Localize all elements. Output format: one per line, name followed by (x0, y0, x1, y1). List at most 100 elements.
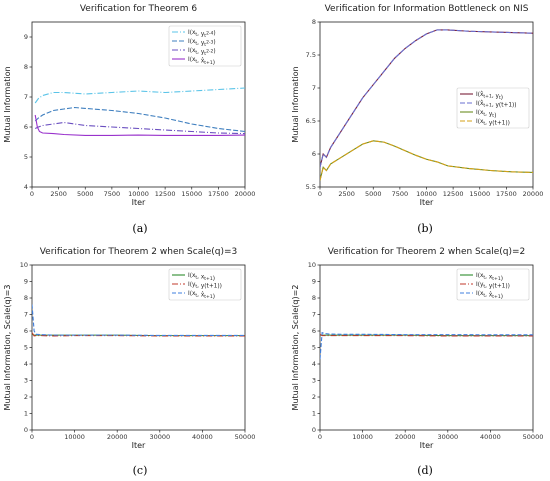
x-tick-label: 40000 (192, 433, 213, 441)
series-line-2 (320, 333, 533, 337)
x-axis-label: Iter (132, 441, 146, 450)
x-tick-label: 5000 (77, 190, 94, 198)
series-line-2 (320, 29, 533, 168)
y-tick-label: 0 (24, 426, 28, 434)
y-tick-label: 7.5 (306, 51, 316, 59)
y-tick-label: 9 (312, 278, 316, 286)
legend-label: I(xt, yt) (476, 110, 496, 119)
legend-box (168, 268, 242, 301)
legend-label: I(xt, xt+1) (188, 273, 215, 282)
x-tick-label: 50000 (235, 433, 256, 441)
x-axis-label: Iter (132, 198, 146, 207)
panel-caption: (d) (417, 464, 433, 477)
x-tick-label: 20000 (523, 190, 544, 198)
x-tick-label: 30000 (437, 433, 458, 441)
y-tick-label: 4 (24, 360, 28, 368)
legend-label: I(x̂t+1, y(t+1)) (476, 101, 517, 109)
x-tick-label: 50000 (523, 433, 544, 441)
series-line-3 (320, 140, 533, 181)
series-line-4 (320, 140, 533, 181)
legend-label: I(xt, x̂t+1) (188, 291, 215, 300)
series-group (320, 29, 533, 181)
x-tick-label: 0 (318, 433, 322, 441)
y-tick-label: 6 (312, 150, 316, 158)
chart-title: Verification for Theorem 2 when Scale(q)… (40, 247, 238, 257)
chart-title: Verification for Theorem 2 when Scale(q)… (328, 247, 526, 257)
x-tick-label: 15000 (469, 190, 490, 198)
x-tick-label: 17500 (496, 190, 517, 198)
y-tick-label: 1 (24, 410, 28, 418)
panel-caption: (b) (417, 222, 433, 235)
legend-label: I(xt, xt+1) (476, 273, 503, 282)
chart-title: Verification for Information Bottleneck … (325, 4, 529, 14)
series-line-1 (34, 87, 245, 104)
x-tick-label: 0 (30, 433, 34, 441)
x-tick-label: 7500 (392, 190, 409, 198)
x-tick-label: 10000 (128, 190, 149, 198)
x-tick-label: 0 (318, 190, 322, 198)
legend-label: I(x̂t+1, yt) (476, 92, 503, 101)
y-tick-label: 0 (312, 426, 316, 434)
y-tick-label: 2 (24, 393, 28, 401)
x-tick-label: 12500 (155, 190, 176, 198)
legend-label: I(xt, y(t+1)) (476, 119, 510, 127)
series-group (32, 304, 245, 337)
legend: I(xt, xt+1)I(yt, y(t+1))I(xt, x̂t+1) (456, 268, 530, 301)
chart-title: Verification for Theorem 6 (80, 4, 198, 14)
y-axis-label: Mutual Information (291, 66, 300, 142)
legend-label: I(xt, yt2-2) (188, 48, 216, 57)
y-axis-label: Mutual Information, Scale(q)=2 (291, 285, 300, 411)
x-tick-label: 0 (30, 190, 34, 198)
y-tick-label: 5 (312, 344, 316, 352)
y-tick-label: 7 (312, 311, 316, 319)
series-line-4 (34, 114, 245, 136)
y-tick-label: 8 (312, 294, 316, 302)
legend-label: I(yt, y(t+1)) (188, 282, 222, 290)
legend-box (168, 25, 242, 67)
x-tick-label: 30000 (149, 433, 170, 441)
y-tick-label: 6.5 (306, 117, 316, 125)
chart-panel-c: Verification for Theorem 2 when Scale(q)… (3, 247, 255, 477)
series-line-2 (34, 106, 245, 133)
x-tick-label: 2500 (50, 190, 67, 198)
x-tick-label: 15000 (181, 190, 202, 198)
legend-label: I(yt, y(t+1)) (476, 282, 510, 290)
y-axis-label: Mutual Information, Scale(q)=3 (3, 285, 12, 411)
legend-label: I(xt, x̂t+1) (476, 291, 503, 300)
y-tick-label: 9 (24, 33, 28, 41)
x-tick-label: 10000 (352, 433, 373, 441)
panel-caption: (c) (133, 464, 148, 477)
x-tick-label: 20000 (395, 433, 416, 441)
y-tick-label: 6 (312, 327, 316, 335)
y-tick-label: 10 (20, 261, 28, 269)
x-tick-label: 5000 (365, 190, 382, 198)
series-line-2 (32, 332, 245, 337)
y-tick-label: 5 (24, 344, 28, 352)
series-line-3 (320, 331, 533, 360)
y-tick-label: 10 (308, 261, 316, 269)
y-tick-label: 2 (312, 393, 316, 401)
y-tick-label: 4 (24, 183, 28, 191)
y-tick-label: 8 (24, 294, 28, 302)
y-tick-label: 3 (312, 377, 316, 385)
y-tick-label: 6 (24, 327, 28, 335)
legend: I(xt, yt2-4)I(xt, yt2-3)I(xt, yt2-2)I(xt… (168, 25, 242, 67)
y-tick-label: 8 (312, 18, 316, 26)
y-tick-label: 7 (312, 84, 316, 92)
x-tick-label: 2500 (338, 190, 355, 198)
y-tick-label: 1 (312, 410, 316, 418)
y-tick-label: 4 (312, 360, 316, 368)
legend-label: I(xt, yt2-3) (188, 39, 216, 48)
chart-panel-b: Verification for Information Bottleneck … (291, 4, 543, 235)
legend-label: I(xt, yt2-4) (188, 30, 216, 39)
y-tick-label: 6 (24, 123, 28, 131)
y-tick-label: 5.5 (306, 183, 316, 191)
chart-panel-a: Verification for Theorem 6 4 5 6 7 8 9 0 2500 500… (3, 4, 255, 235)
x-axis-label: Iter (420, 441, 434, 450)
x-tick-label: 20000 (107, 433, 128, 441)
legend: I(x̂t+1, yt)I(x̂t+1, y(t+1))I(xt, yt)I(x… (456, 87, 530, 129)
x-tick-label: 17500 (208, 190, 229, 198)
y-tick-label: 3 (24, 377, 28, 385)
y-tick-label: 5 (24, 153, 28, 161)
